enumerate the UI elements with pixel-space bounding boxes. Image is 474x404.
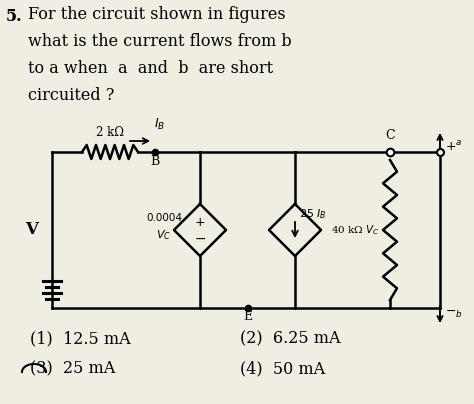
Text: For the circuit shown in figures: For the circuit shown in figures bbox=[28, 6, 286, 23]
Text: what is the current flows from b: what is the current flows from b bbox=[28, 33, 292, 50]
Text: 25 $I_B$: 25 $I_B$ bbox=[299, 207, 327, 221]
Text: C: C bbox=[385, 129, 395, 142]
Text: $I_B$: $I_B$ bbox=[154, 117, 165, 132]
Text: (4)  50 mA: (4) 50 mA bbox=[240, 360, 325, 377]
Text: B: B bbox=[150, 155, 160, 168]
Text: (3)  25 mA: (3) 25 mA bbox=[30, 360, 115, 377]
Text: +: + bbox=[195, 217, 205, 229]
Text: to a when  a  and  b  are short: to a when a and b are short bbox=[28, 60, 273, 77]
Text: (2)  6.25 mA: (2) 6.25 mA bbox=[240, 330, 340, 347]
Text: +$^a$: +$^a$ bbox=[445, 140, 462, 154]
Text: 40 kΩ $V_C$: 40 kΩ $V_C$ bbox=[331, 223, 380, 237]
Text: 5.: 5. bbox=[6, 8, 23, 25]
Text: 2 kΩ: 2 kΩ bbox=[96, 126, 124, 139]
Text: $-_b$: $-_b$ bbox=[445, 307, 463, 320]
Text: (1)  12.5 mA: (1) 12.5 mA bbox=[30, 330, 131, 347]
Text: circuited ?: circuited ? bbox=[28, 87, 114, 104]
Text: −: − bbox=[194, 232, 206, 246]
Text: E: E bbox=[244, 310, 253, 323]
Text: $V_C$: $V_C$ bbox=[156, 228, 172, 242]
Text: V: V bbox=[26, 221, 38, 238]
Text: 0.0004: 0.0004 bbox=[146, 213, 182, 223]
